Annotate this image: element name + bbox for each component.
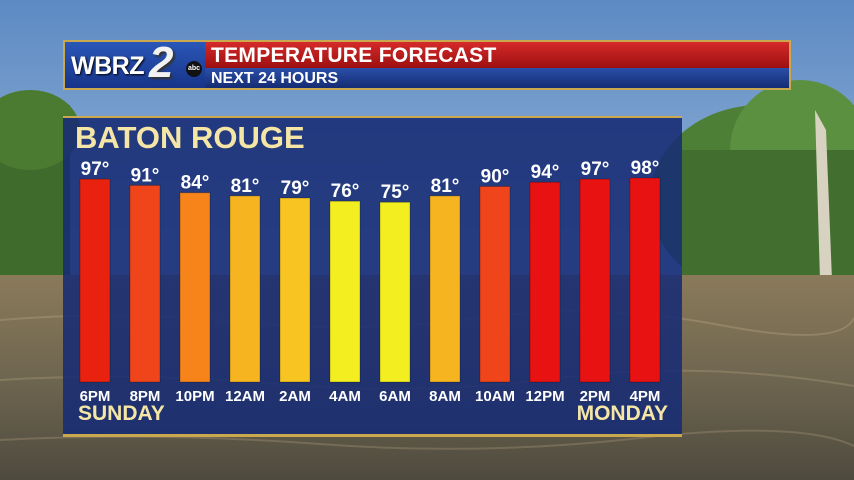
temperature-bar bbox=[229, 195, 261, 383]
city-name: BATON ROUGE bbox=[75, 120, 305, 155]
hour-label: 10AM bbox=[475, 388, 515, 405]
hour-label: 10PM bbox=[175, 388, 214, 405]
forecast-title: TEMPERATURE FORECAST bbox=[211, 44, 497, 67]
temperature-value-label: 97° bbox=[581, 159, 610, 180]
temperature-bar bbox=[79, 178, 111, 383]
hour-label: 2AM bbox=[279, 388, 311, 405]
logo-number: 2 bbox=[149, 38, 174, 87]
network-logo-icon: abc bbox=[186, 61, 202, 77]
hour-label: 8PM bbox=[130, 388, 161, 405]
hour-label: 4AM bbox=[329, 388, 361, 405]
hour-label: 6AM bbox=[379, 388, 411, 405]
temperature-bar bbox=[579, 178, 611, 383]
temperature-bar bbox=[329, 200, 361, 383]
day-label-end: MONDAY bbox=[576, 402, 668, 425]
temperature-value-label: 84° bbox=[181, 173, 210, 194]
hour-label: 2PM bbox=[580, 388, 611, 405]
temperature-value-label: 90° bbox=[481, 166, 510, 187]
temperature-value-label: 75° bbox=[381, 182, 410, 203]
temperature-bar bbox=[129, 184, 161, 383]
chart-panel: BATON ROUGE 97° 6PM 91° 8PM 84° 10PM 81° 12AM 79… bbox=[63, 116, 682, 437]
temperature-bar bbox=[379, 201, 411, 383]
temperature-bar bbox=[429, 195, 461, 383]
temperature-bar bbox=[629, 177, 661, 383]
forecast-subtitle: NEXT 24 HOURS bbox=[211, 70, 339, 87]
station-logo: WBRZ 2 abc bbox=[65, 38, 205, 88]
temperature-bar bbox=[529, 181, 561, 383]
temperature-value-label: 98° bbox=[631, 158, 660, 179]
temperature-bar bbox=[179, 192, 211, 383]
temperature-value-label: 97° bbox=[81, 159, 110, 180]
hour-label: 8AM bbox=[429, 388, 461, 405]
hour-label: 12AM bbox=[225, 388, 265, 405]
temperature-value-label: 76° bbox=[331, 181, 360, 202]
temperature-bar-chart: 97° 6PM 91° 8PM 84° 10PM 81° 12AM 79° 2AM 76° 4AM 75… bbox=[79, 158, 661, 405]
hour-label: 6PM bbox=[80, 388, 111, 405]
day-label-start: SUNDAY bbox=[78, 402, 165, 425]
logo-text: WBRZ bbox=[71, 52, 144, 80]
temperature-value-label: 91° bbox=[131, 165, 160, 186]
temperature-bar bbox=[479, 185, 511, 383]
temperature-value-label: 79° bbox=[281, 178, 310, 199]
temperature-value-label: 94° bbox=[531, 162, 560, 183]
hour-label: 4PM bbox=[630, 388, 661, 405]
temperature-value-label: 81° bbox=[431, 176, 460, 197]
banner-blue-band bbox=[65, 68, 789, 88]
header-banner: WBRZ 2 abc TEMPERATURE FORECAST NEXT 24 … bbox=[63, 38, 791, 90]
temperature-value-label: 81° bbox=[231, 176, 260, 197]
temperature-bar bbox=[279, 197, 311, 383]
hour-label: 12PM bbox=[525, 388, 564, 405]
